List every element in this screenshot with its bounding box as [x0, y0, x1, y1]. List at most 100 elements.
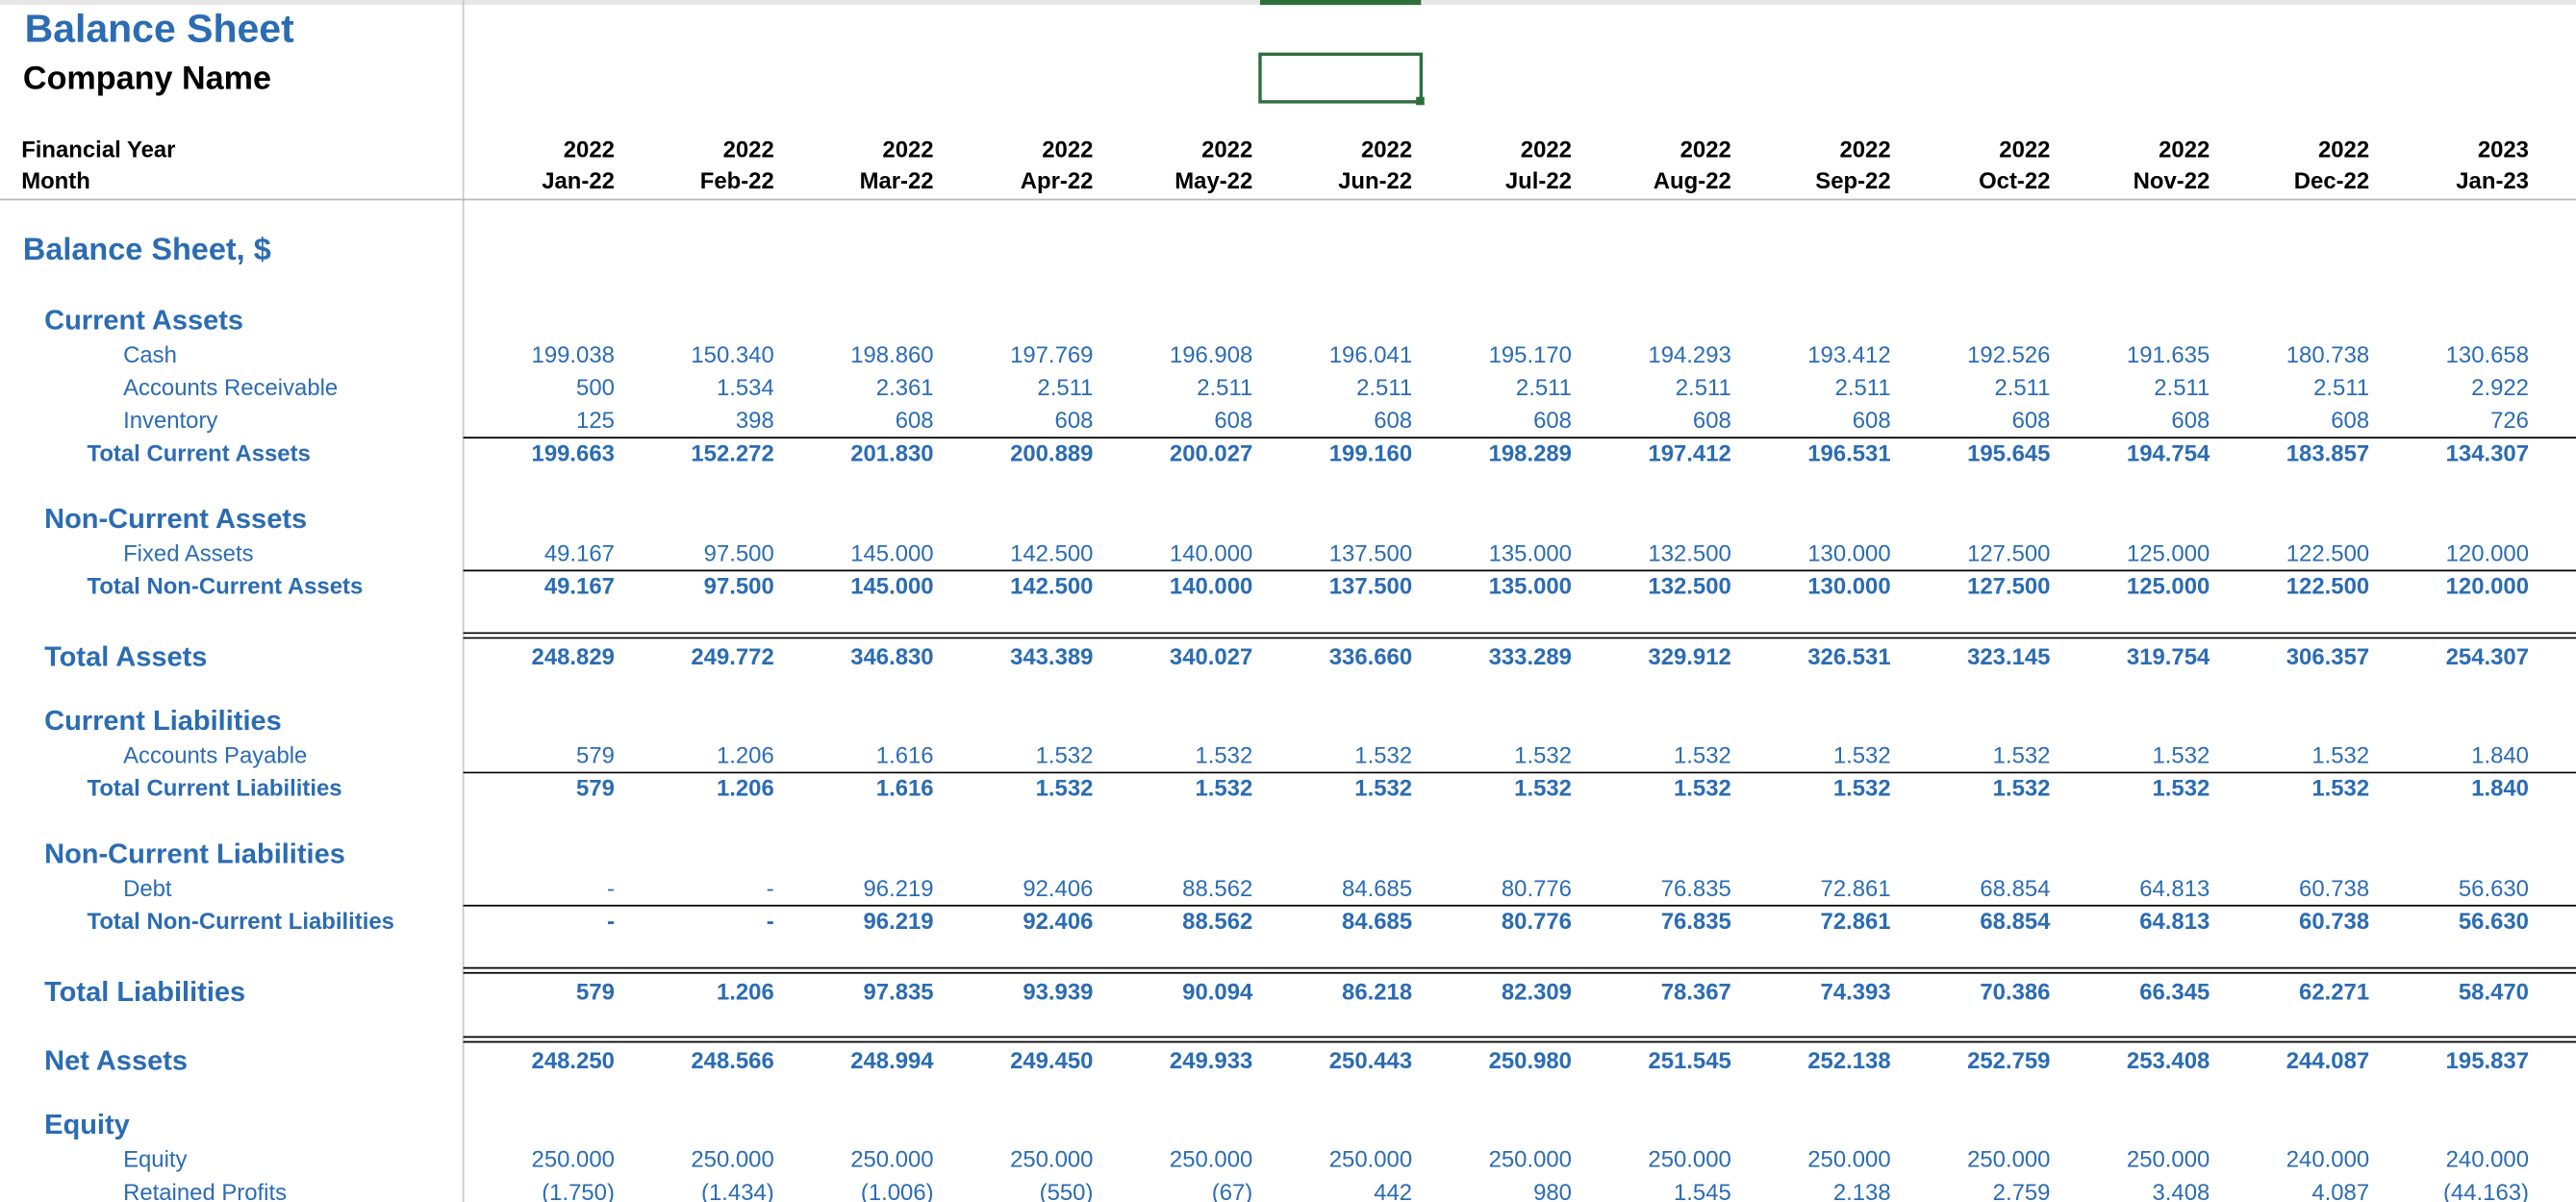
- total-value: 92.406: [1023, 909, 1093, 935]
- summary-label: Total Assets: [44, 641, 207, 672]
- item-value: 250.000: [1489, 1147, 1572, 1173]
- selected-cell[interactable]: [1258, 52, 1424, 104]
- year-label: Financial Year: [21, 137, 175, 163]
- item-value: 60.738: [2299, 876, 2369, 902]
- total-value: 1.532: [1514, 776, 1572, 802]
- summary-value: 340.027: [1170, 644, 1252, 670]
- total-value: 49.167: [544, 574, 615, 600]
- item-value: 56.630: [2459, 876, 2529, 902]
- total-label: Total Current Liabilities: [88, 776, 342, 802]
- item-value: 250.000: [1967, 1147, 2050, 1173]
- summary-value: 343.389: [1010, 644, 1093, 670]
- year-header: 2022: [1999, 137, 2050, 163]
- item-value: 2.138: [1833, 1180, 1891, 1202]
- group-heading: Equity: [44, 1110, 130, 1140]
- summary-value: 97.835: [864, 979, 934, 1005]
- fill-handle[interactable]: [1416, 96, 1425, 106]
- item-value: 2.361: [876, 375, 934, 401]
- item-value: 198.860: [850, 342, 933, 368]
- item-value: 2.511: [1197, 375, 1252, 401]
- item-value: 250.000: [1329, 1147, 1412, 1173]
- total-value: 200.889: [1010, 440, 1093, 466]
- item-value: 145.000: [850, 540, 933, 566]
- item-value: 1.532: [1993, 743, 2051, 769]
- summary-value: 244.087: [2286, 1048, 2369, 1074]
- month-header: May-22: [1174, 168, 1252, 194]
- summary-value: 195.837: [2446, 1048, 2529, 1074]
- summary-value: 253.408: [2127, 1048, 2210, 1074]
- section-title: Balance Sheet, $: [23, 232, 271, 266]
- item-value: 2.759: [1993, 1180, 2051, 1202]
- total-value: 197.412: [1648, 440, 1730, 466]
- item-value: 2.511: [1835, 375, 1891, 401]
- item-value: 608: [1374, 408, 1412, 434]
- total-value: 120.000: [2446, 574, 2529, 600]
- summary-value: 70.386: [1980, 979, 2050, 1005]
- total-label: Total Current Assets: [88, 440, 311, 466]
- item-value: 250.000: [2127, 1147, 2210, 1173]
- item-value: 442: [1374, 1180, 1412, 1202]
- total-value: 1.616: [876, 776, 934, 802]
- summary-value: 251.545: [1648, 1048, 1730, 1074]
- total-value: 76.835: [1661, 909, 1731, 935]
- total-value: 56.630: [2459, 909, 2529, 935]
- total-value: 1.532: [1354, 776, 1412, 802]
- summary-label: Net Assets: [44, 1046, 188, 1077]
- item-value: 1.532: [1195, 743, 1252, 769]
- item-value: 194.293: [1648, 342, 1730, 368]
- month-header: Jan-22: [542, 168, 615, 194]
- month-header: Dec-22: [2294, 168, 2369, 194]
- item-value: 49.167: [544, 540, 615, 566]
- item-value: 608: [2331, 408, 2369, 434]
- total-value: 97.500: [704, 574, 774, 600]
- group-heading: Non-Current Assets: [44, 504, 307, 535]
- total-value: 1.532: [1036, 776, 1094, 802]
- item-value: 192.526: [1967, 342, 2050, 368]
- item-value: 1.532: [1674, 743, 1731, 769]
- item-value: 980: [1533, 1180, 1572, 1202]
- item-value: 1.532: [1354, 743, 1412, 769]
- summary-value: 336.660: [1329, 644, 1412, 670]
- item-label: Debt: [123, 876, 172, 902]
- item-value: 1.616: [876, 743, 934, 769]
- month-header: Aug-22: [1654, 168, 1731, 194]
- sheet-title: Balance Sheet: [25, 6, 294, 50]
- item-label: Equity: [123, 1147, 187, 1173]
- item-value: 72.861: [1821, 876, 1891, 902]
- item-value: 2.511: [1516, 375, 1572, 401]
- item-value: 1.532: [1833, 743, 1891, 769]
- active-column-indicator: [1259, 0, 1422, 6]
- total-value: 135.000: [1489, 574, 1572, 600]
- year-header: 2023: [2478, 137, 2529, 163]
- summary-value: 248.250: [532, 1048, 615, 1074]
- summary-value: 66.345: [2139, 979, 2210, 1005]
- total-value: 134.307: [2446, 440, 2529, 466]
- total-value: 1.532: [1195, 776, 1252, 802]
- item-value: 142.500: [1010, 540, 1093, 566]
- month-header: Oct-22: [1979, 168, 2050, 194]
- summary-value: 58.470: [2459, 979, 2529, 1005]
- item-value: 130.658: [2446, 342, 2529, 368]
- total-value: 122.500: [2286, 574, 2369, 600]
- summary-value: 93.939: [1023, 979, 1093, 1005]
- item-value: (1.006): [861, 1180, 934, 1202]
- total-value: 64.813: [2139, 909, 2210, 935]
- item-value: 2.511: [1037, 375, 1093, 401]
- summary-value: 74.393: [1821, 979, 1891, 1005]
- item-value: 125: [576, 408, 615, 434]
- total-value: -: [607, 909, 615, 935]
- item-value: 608: [1214, 408, 1252, 434]
- item-value: 608: [2171, 408, 2210, 434]
- summary-value: 252.138: [1807, 1048, 1890, 1074]
- total-value: 96.219: [864, 909, 934, 935]
- total-value: 142.500: [1010, 574, 1093, 600]
- total-value: 145.000: [850, 574, 933, 600]
- group-heading: Current Liabilities: [44, 706, 282, 737]
- item-value: -: [607, 876, 615, 902]
- summary-value: 323.145: [1967, 644, 2050, 670]
- item-value: 193.412: [1807, 342, 1890, 368]
- item-value: 1.532: [2311, 743, 2369, 769]
- item-value: 125.000: [2127, 540, 2210, 566]
- summary-value: 78.367: [1661, 979, 1731, 1005]
